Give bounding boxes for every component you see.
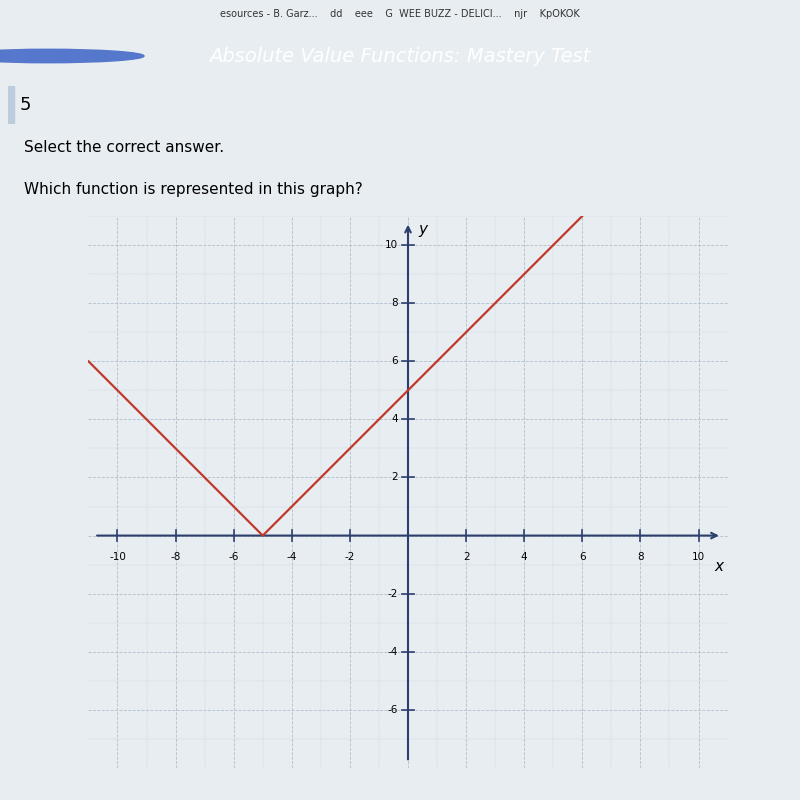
Text: 4: 4	[391, 414, 398, 424]
Text: Absolute Value Functions: Mastery Test: Absolute Value Functions: Mastery Test	[210, 46, 590, 66]
Text: esources - B. Garz...    dd    eee    G  WEE BUZZ - DELICI...    njr    KpOKOK: esources - B. Garz... dd eee G WEE BUZZ …	[220, 9, 580, 19]
Text: -2: -2	[387, 589, 398, 598]
Text: 10: 10	[692, 551, 705, 562]
Text: 8: 8	[637, 551, 644, 562]
Text: 2: 2	[462, 551, 470, 562]
Text: -4: -4	[286, 551, 297, 562]
Text: Select the correct answer.: Select the correct answer.	[24, 141, 224, 155]
Text: Which function is represented in this graph?: Which function is represented in this gr…	[24, 182, 362, 197]
Circle shape	[0, 50, 144, 62]
Text: -2: -2	[345, 551, 355, 562]
Text: y: y	[418, 222, 427, 237]
Text: 5: 5	[20, 96, 31, 114]
Text: 10: 10	[385, 240, 398, 250]
Text: 6: 6	[391, 356, 398, 366]
Text: -6: -6	[387, 705, 398, 715]
Text: 4: 4	[521, 551, 527, 562]
Text: 2: 2	[391, 473, 398, 482]
Text: -4: -4	[387, 646, 398, 657]
Bar	[8, 86, 14, 124]
Text: 6: 6	[579, 551, 586, 562]
Text: -8: -8	[170, 551, 181, 562]
Text: x: x	[714, 559, 723, 574]
Text: -10: -10	[109, 551, 126, 562]
Text: 8: 8	[391, 298, 398, 308]
Text: -6: -6	[229, 551, 239, 562]
